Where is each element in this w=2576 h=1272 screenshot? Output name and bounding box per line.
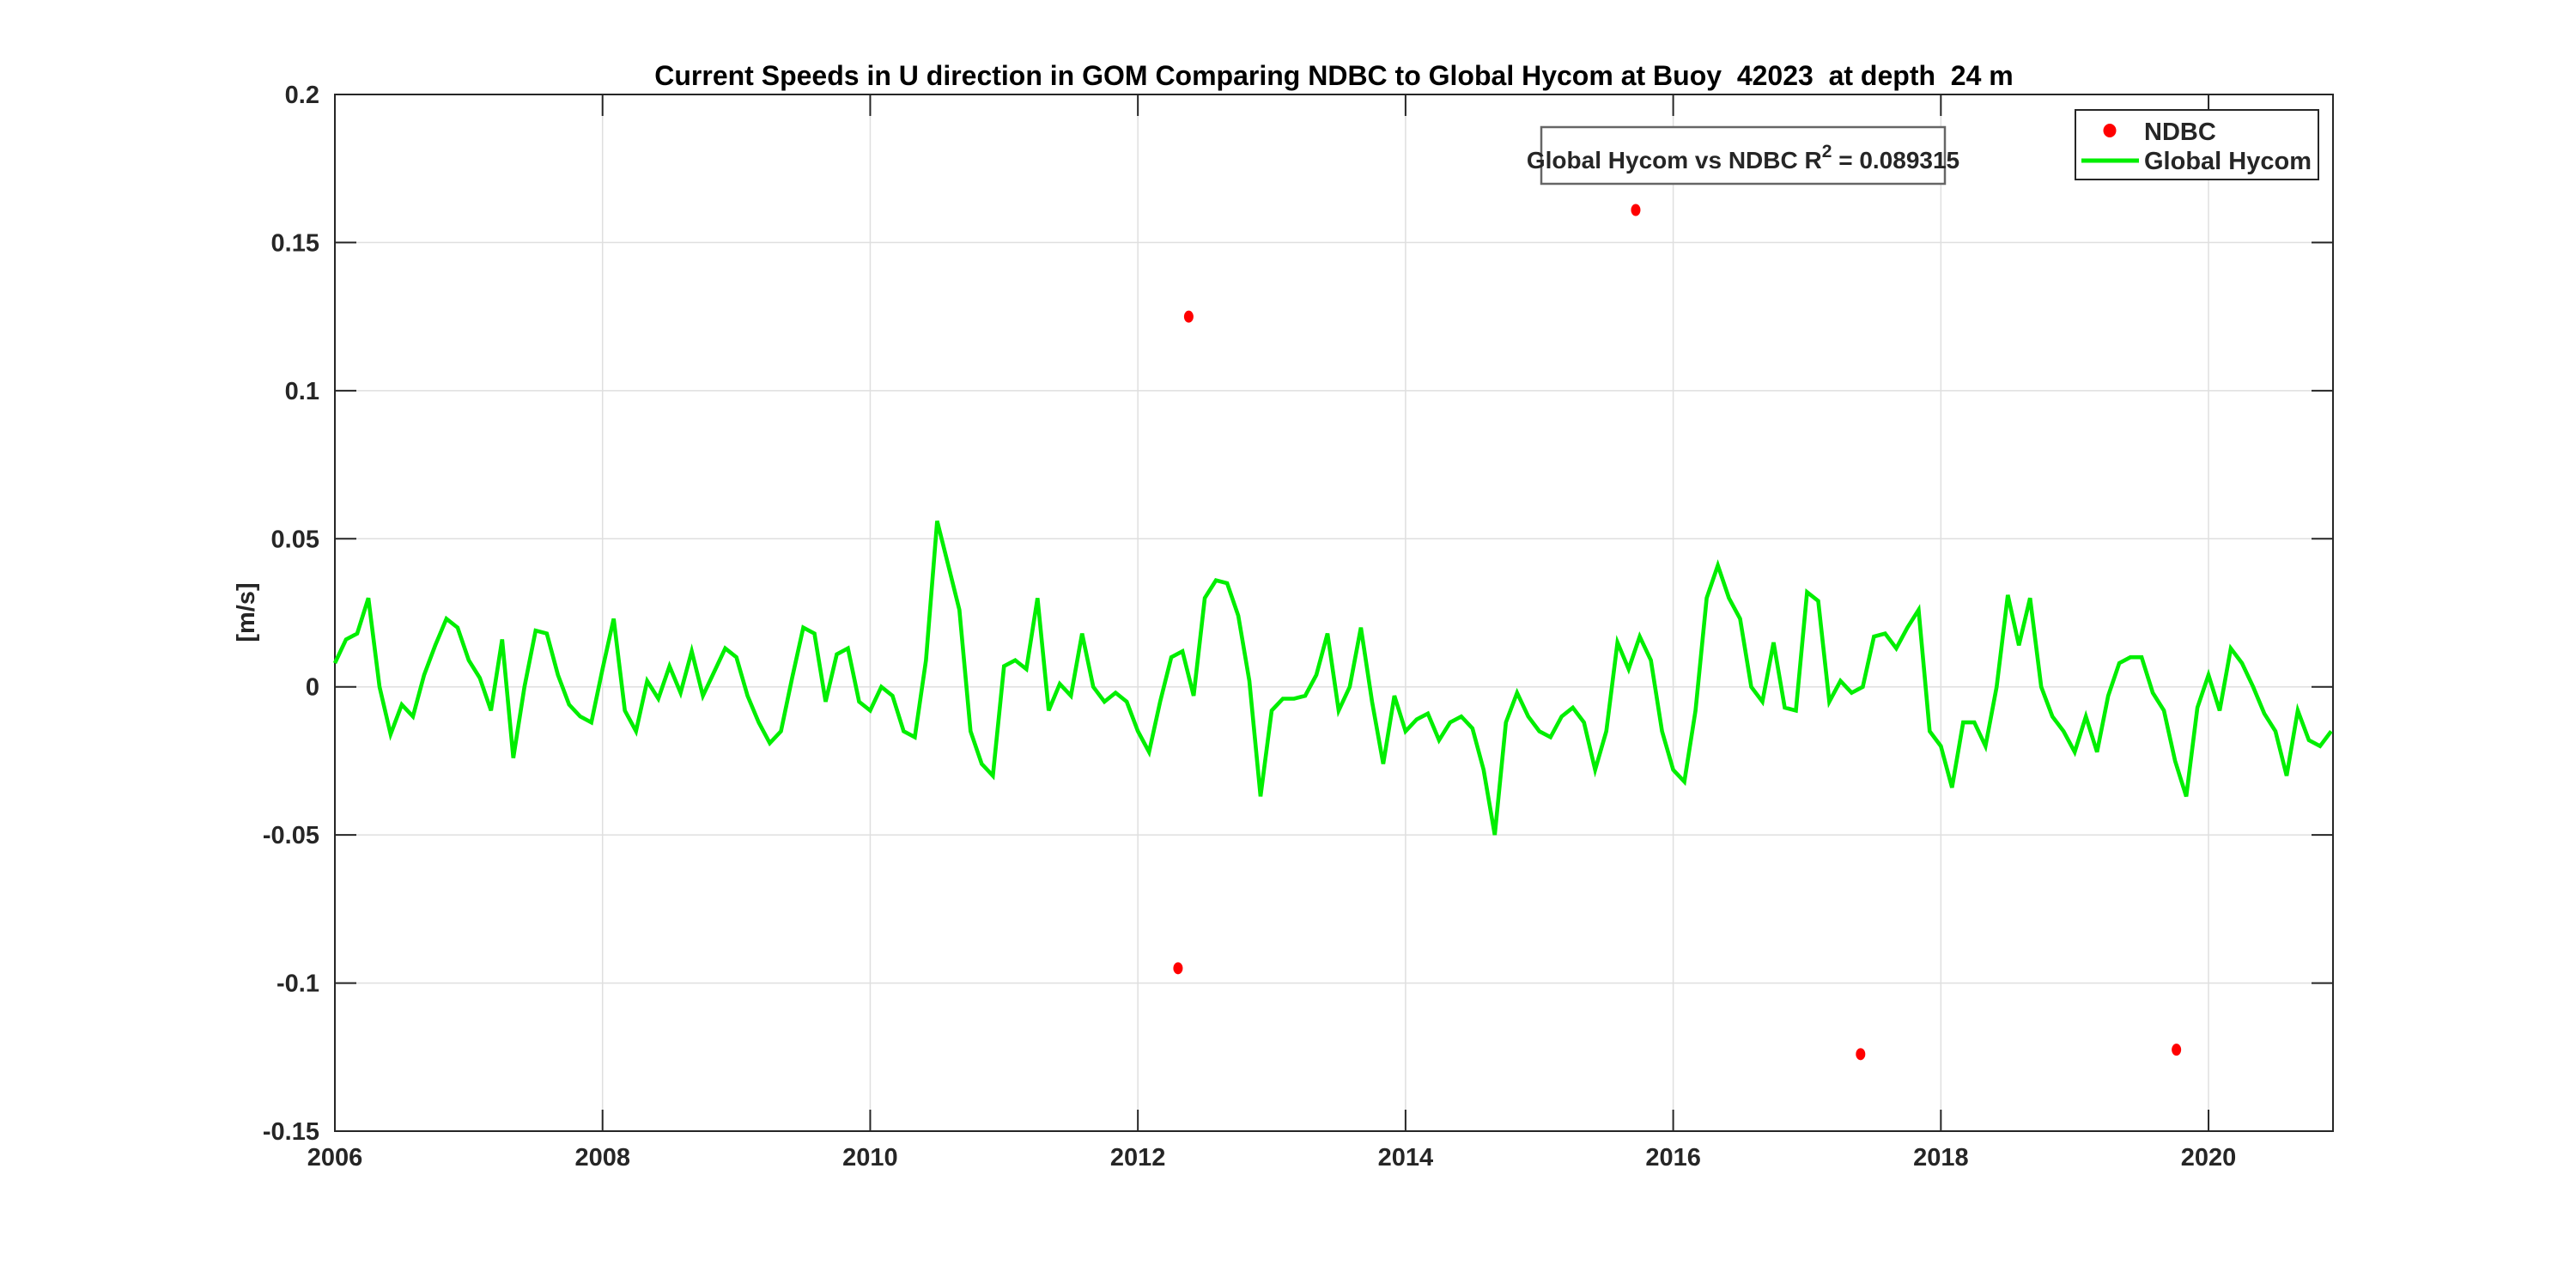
legend-label-hycom: Global Hycom [2144,148,2312,175]
legend-marker-ndbc-dot-icon [2103,124,2117,137]
y-axis-label: [m/s] [233,582,260,642]
x-axis-tick-label: 2008 [574,1144,630,1172]
x-axis-tick-label: 2006 [307,1144,363,1172]
x-axis-tick-label: 2020 [2181,1144,2237,1172]
hycom-line [332,520,2333,836]
y-axis-tick-label: -0.1 [276,971,319,998]
plot-box [334,94,2334,1132]
ndbc-point [2172,1044,2182,1056]
ndbc-point [1183,310,1194,323]
y-axis-tick-label: 0.15 [271,229,319,257]
rsq-superscript: 2 [1822,142,1832,161]
ndbc-point [1856,1048,1866,1061]
rsq-text-suffix: = 0.089315 [1832,147,1959,173]
chart-title: Current Speeds in U direction in GOM Com… [654,60,2014,91]
x-axis-tick-label: 2010 [842,1144,898,1172]
legend-box [2075,109,2319,180]
y-axis-tick-label: 0.05 [271,526,319,553]
rsq-annotation-text: Global Hycom vs NDBC R2 = 0.089315 [1527,142,1959,173]
ndbc-point [1631,204,1641,216]
y-axis-tick-label: 0.2 [285,82,319,109]
y-axis-tick-label: -0.05 [263,822,319,849]
x-axis-tick-label: 2018 [1913,1144,1969,1172]
rsq-annotation-box [1540,125,1947,186]
ndbc-point [1173,962,1183,975]
y-axis-tick-label: -0.15 [263,1118,319,1146]
y-axis-tick-label: 0 [306,674,319,702]
y-axis-tick-label: 0.1 [285,378,319,405]
x-axis-tick-label: 2014 [1378,1144,1434,1172]
x-axis-tick-label: 2016 [1645,1144,1701,1172]
rsq-text-prefix: Global Hycom vs NDBC R [1527,147,1822,173]
x-axis-tick-label: 2012 [1110,1144,1166,1172]
legend-label-ndbc: NDBC [2144,119,2216,146]
